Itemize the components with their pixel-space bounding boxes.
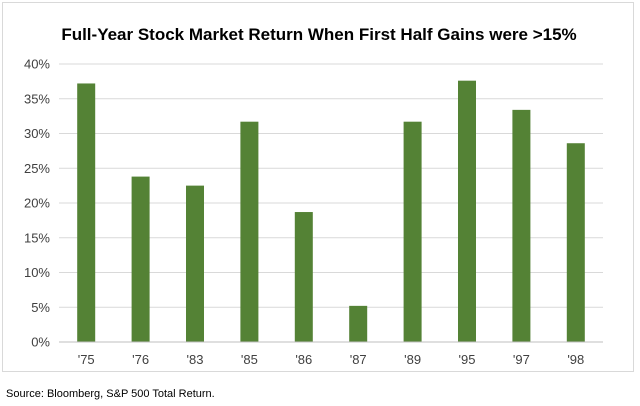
x-tick-label: '83 bbox=[187, 352, 204, 367]
bar-97 bbox=[512, 109, 531, 343]
x-tick-label: '76 bbox=[132, 352, 149, 367]
y-tick-label: 20% bbox=[24, 196, 50, 211]
x-tick-label: '89 bbox=[404, 352, 421, 367]
bar-chart: 0% 5% 10% 15% 20% 25% 30% 35% 40% '75 '76 '83 '85 '86… bbox=[24, 57, 603, 368]
x-tick-label: '86 bbox=[295, 352, 312, 367]
x-tick-label: '98 bbox=[567, 352, 584, 367]
bars bbox=[77, 80, 585, 343]
y-tick-label: 10% bbox=[24, 265, 50, 280]
bar-85 bbox=[240, 121, 259, 342]
bar-87 bbox=[349, 305, 368, 342]
bar-86 bbox=[294, 212, 313, 342]
y-tick-label: 5% bbox=[31, 300, 50, 315]
bar-95 bbox=[458, 80, 476, 343]
bar-76 bbox=[131, 176, 150, 342]
y-tick-label: 25% bbox=[24, 161, 50, 176]
y-tick-label: 15% bbox=[24, 230, 50, 245]
bar-75 bbox=[77, 83, 96, 343]
x-tick-label: '85 bbox=[241, 352, 258, 367]
y-tick-label: 40% bbox=[24, 57, 50, 72]
chart-title: Full-Year Stock Market Return When First… bbox=[61, 25, 577, 44]
bar-83 bbox=[186, 185, 204, 342]
chart-frame: Full-Year Stock Market Return When First… bbox=[2, 2, 634, 372]
y-tick-label: 35% bbox=[24, 91, 50, 106]
x-tick-label: '95 bbox=[459, 352, 476, 367]
gridlines bbox=[59, 63, 603, 308]
source-note: Source: Bloomberg, S&P 500 Total Return. bbox=[6, 388, 215, 400]
x-tick-label: '97 bbox=[513, 352, 530, 367]
bar-98 bbox=[566, 143, 585, 342]
x-tick-label: '75 bbox=[78, 352, 95, 367]
bar-89 bbox=[403, 121, 422, 342]
x-tick-label: '87 bbox=[350, 352, 367, 367]
y-tick-label: 0% bbox=[31, 335, 50, 350]
tick-labels: 0% 5% 10% 15% 20% 25% 30% 35% 40% '75 '76 '83 '85 '86… bbox=[24, 57, 584, 368]
y-tick-label: 30% bbox=[24, 126, 50, 141]
